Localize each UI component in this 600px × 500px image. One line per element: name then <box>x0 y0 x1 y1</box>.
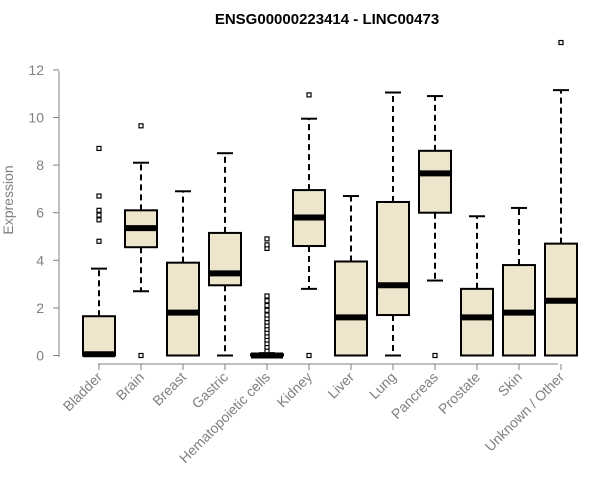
outlier-point <box>306 92 312 98</box>
x-tick-label: Bladder <box>60 369 106 415</box>
box-iqr <box>460 287 494 357</box>
box-iqr <box>82 315 116 357</box>
box-hematopoietic-cells <box>250 236 284 359</box>
outlier-point <box>264 293 270 299</box>
box-prostate <box>460 215 494 357</box>
x-tick-label: Breast <box>149 369 189 409</box>
y-tick-label: 6 <box>36 205 44 221</box>
box-iqr <box>334 260 368 357</box>
outlier-point <box>96 145 102 152</box>
outlier-point <box>96 207 102 213</box>
y-tick-label: 4 <box>36 252 44 268</box>
y-tick-label: 10 <box>28 110 44 126</box>
box-iqr <box>376 200 410 317</box>
x-tick-label: Liver <box>324 369 357 402</box>
outlier-point <box>96 238 102 244</box>
x-tick-label: Brain <box>113 369 147 403</box>
box-lung <box>376 91 410 357</box>
box-iqr <box>418 149 452 214</box>
outlier-point <box>138 123 144 129</box>
outlier-point <box>264 312 270 318</box>
x-tick-label: Pancreas <box>388 369 441 422</box>
outlier-point <box>264 302 270 309</box>
outlier-point <box>306 352 312 359</box>
box-iqr <box>166 261 200 357</box>
y-axis-label: Expression <box>0 165 16 234</box>
outlier-point <box>432 352 438 359</box>
box-kidney <box>292 92 326 359</box>
x-tick-label: Lung <box>366 369 399 402</box>
outlier-point <box>264 307 270 313</box>
outlier-point <box>96 217 102 223</box>
outlier-point <box>96 212 102 218</box>
box-bladder <box>82 145 116 358</box>
x-tick-label: Kidney <box>274 369 316 411</box>
x-tick-label: Prostate <box>435 369 483 417</box>
outlier-point <box>264 236 270 242</box>
x-tick-label: Unknown / Other <box>482 369 568 455</box>
x-tick-label: Skin <box>495 369 526 400</box>
y-axis-ticks: 0 2 4 6 8 10 12 <box>28 62 59 364</box>
outlier-point <box>264 298 270 304</box>
box-unknown-other <box>544 39 578 357</box>
box-breast <box>166 190 200 357</box>
box-skin <box>502 206 536 357</box>
box-liver <box>334 195 368 357</box>
outlier-point <box>96 193 102 199</box>
y-tick-label: 12 <box>28 62 44 78</box>
box-gastric <box>208 152 242 357</box>
y-tick-label: 2 <box>36 300 44 316</box>
chart-title: ENSG00000223414 - LINC00473 <box>215 11 439 28</box>
box-pancreas <box>418 95 452 359</box>
y-tick-label: 8 <box>36 157 44 173</box>
box-brain <box>124 123 158 359</box>
outlier-point <box>264 242 270 248</box>
outlier-point <box>138 352 144 359</box>
y-tick-label: 0 <box>36 348 44 364</box>
outlier-point <box>558 39 564 46</box>
boxes-layer <box>82 39 578 359</box>
box-iqr <box>208 231 242 287</box>
